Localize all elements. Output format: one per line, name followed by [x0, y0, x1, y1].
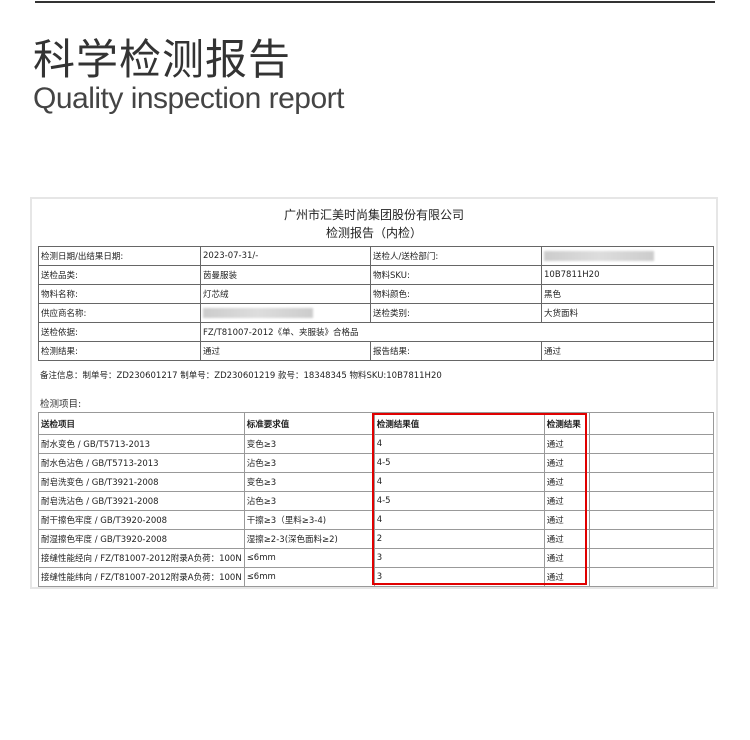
item-row: 耐皂洗变色 / GB/T3921-2008 变色≥3 4 通过 — [38, 472, 715, 492]
info-label: 送检人/送检部门: — [370, 246, 542, 266]
blurred-redaction — [203, 307, 313, 318]
remarks: 备注信息：制单号：ZD230601217 制单号：ZD230601219 款号：… — [40, 371, 442, 381]
items-table: 送检项目 标准要求值 检测结果值 检测结果 耐水变色 / GB/T5713-2013 变色… — [38, 412, 715, 587]
standard-value: 沾色≥3 — [243, 491, 375, 511]
item-name: 耐水色沾色 / GB/T5713-2013 — [38, 453, 245, 473]
info-row: 物料名称: 灯芯绒 物料颜色: 黑色 — [38, 284, 714, 304]
page-title-en: Quality inspection report — [33, 82, 345, 115]
empty-cell — [588, 510, 715, 530]
item-row: 接缝性能纬向 / FZ/T81007-2012附录A负荷：100N ≤6mm 3 通过 — [38, 567, 715, 587]
info-label: 检测日期/出结果日期: — [38, 246, 201, 266]
page-title-cn: 科学检测报告 — [33, 35, 292, 84]
standard-value: 变色≥3 — [243, 434, 375, 454]
item-name: 耐湿擦色牢度 / GB/T3920-2008 — [38, 529, 245, 549]
info-label: 物料SKU: — [370, 265, 542, 285]
info-row: 检测结果: 通过 报告结果: 通过 — [38, 341, 714, 361]
info-value: 10B7811H20 — [541, 265, 714, 285]
info-value: FZ/T81007-2012《单、夹服装》合格品 — [200, 322, 714, 342]
info-label: 送检类别: — [370, 303, 542, 323]
info-value: 通过 — [541, 341, 714, 361]
top-divider — [35, 1, 715, 3]
company-name: 广州市汇美时尚集团股份有限公司 — [283, 208, 464, 222]
standard-value: 湿擦≥2-3(深色面料≥2) — [243, 529, 375, 549]
blurred-redaction — [544, 250, 654, 261]
info-value: 通过 — [200, 341, 371, 361]
redacted-value — [541, 246, 714, 266]
item-name: 耐干擦色牢度 / GB/T3920-2008 — [38, 510, 245, 530]
items-label: 检测项目: — [40, 399, 82, 410]
info-row: 检测日期/出结果日期: 2023-07-31/- 送检人/送检部门: — [38, 246, 714, 266]
info-label: 检测结果: — [38, 341, 201, 361]
redacted-value — [200, 303, 371, 323]
info-value: 黑色 — [541, 284, 714, 304]
info-label: 物料颜色: — [370, 284, 542, 304]
info-table: 检测日期/出结果日期: 2023-07-31/- 送检人/送检部门: 送检品类: 茵曼服… — [38, 246, 714, 361]
info-label: 供应商名称: — [38, 303, 201, 323]
empty-cell — [588, 434, 715, 454]
item-name: 耐水变色 / GB/T5713-2013 — [38, 434, 245, 454]
empty-cell — [588, 472, 715, 492]
item-row: 耐湿擦色牢度 / GB/T3920-2008 湿擦≥2-3(深色面料≥2) 2 通过 — [38, 529, 715, 549]
info-row: 送检依据: FZ/T81007-2012《单、夹服装》合格品 — [38, 322, 714, 342]
info-value: 大货面料 — [541, 303, 714, 323]
item-row: 接缝性能经向 / FZ/T81007-2012附录A负荷：100N ≤6mm 3 通过 — [38, 548, 715, 568]
report-subtitle: 检测报告（内检） — [325, 226, 422, 240]
items-header-row: 送检项目 标准要求值 检测结果值 检测结果 — [38, 412, 715, 435]
empty-cell — [588, 548, 715, 568]
empty-cell — [588, 529, 715, 549]
highlight-box — [372, 413, 587, 585]
item-row: 耐干擦色牢度 / GB/T3920-2008 干擦≥3（里料≥3-4) 4 通过 — [38, 510, 715, 530]
item-name: 接缝性能经向 / FZ/T81007-2012附录A负荷：100N — [38, 548, 245, 568]
standard-value: ≤6mm — [243, 567, 375, 587]
empty-cell — [588, 567, 715, 587]
column-header: 标准要求值 — [243, 412, 375, 435]
column-header: 送检项目 — [38, 412, 245, 435]
info-row: 供应商名称: 送检类别: 大货面料 — [38, 303, 714, 323]
item-name: 耐皂洗沾色 / GB/T3921-2008 — [38, 491, 245, 511]
info-label: 送检依据: — [38, 322, 201, 342]
info-label: 送检品类: — [38, 265, 201, 285]
item-name: 耐皂洗变色 / GB/T3921-2008 — [38, 472, 245, 492]
empty-cell — [588, 491, 715, 511]
info-value: 灯芯绒 — [200, 284, 371, 304]
info-value: 2023-07-31/- — [200, 246, 371, 266]
standard-value: 干擦≥3（里料≥3-4) — [243, 510, 375, 530]
item-row: 耐皂洗沾色 / GB/T3921-2008 沾色≥3 4-5 通过 — [38, 491, 715, 511]
info-value: 茵曼服装 — [200, 265, 371, 285]
info-label: 报告结果: — [370, 341, 542, 361]
standard-value: 沾色≥3 — [243, 453, 375, 473]
standard-value: ≤6mm — [243, 548, 375, 568]
report-card: 广州市汇美时尚集团股份有限公司 检测报告（内检） 检测日期/出结果日期: 2023… — [30, 197, 718, 589]
empty-cell — [588, 453, 715, 473]
empty-cell — [588, 412, 715, 435]
standard-value: 变色≥3 — [243, 472, 375, 492]
info-row: 送检品类: 茵曼服装 物料SKU: 10B7811H20 — [38, 265, 714, 285]
info-label: 物料名称: — [38, 284, 201, 304]
item-name: 接缝性能纬向 / FZ/T81007-2012附录A负荷：100N — [38, 567, 245, 587]
